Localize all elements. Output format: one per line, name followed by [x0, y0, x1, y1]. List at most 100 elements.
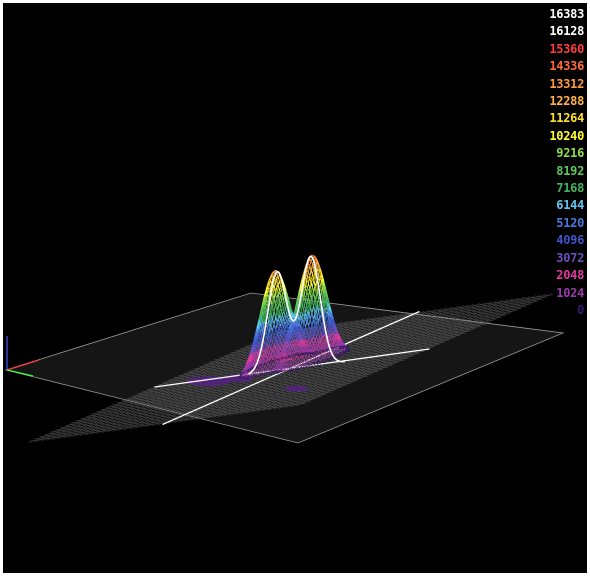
surface-mesh-line	[324, 346, 327, 349]
surface-mesh-line	[263, 302, 266, 314]
surface-mesh-line	[300, 361, 304, 364]
surface-mesh-line	[274, 355, 278, 359]
surface-mesh-line	[328, 303, 331, 312]
surface-mesh-line	[324, 355, 327, 360]
surface-mesh-line	[294, 344, 297, 349]
surface-mesh-line	[282, 304, 285, 312]
surface-mesh-line	[315, 292, 318, 300]
surface-mesh-line	[308, 278, 312, 283]
surface-mesh-line	[314, 343, 317, 347]
surface-mesh-line	[300, 363, 304, 367]
surface-mesh-line	[271, 363, 274, 368]
surface-mesh-line	[282, 354, 286, 358]
surface-mesh-line	[262, 342, 265, 350]
surface-mesh-line	[271, 271, 274, 277]
surface-mesh-line	[321, 292, 324, 302]
surface-mesh-line	[318, 277, 321, 285]
surface-mesh-line	[251, 366, 254, 370]
surface-mesh-line	[303, 333, 306, 336]
surface-mesh-line	[275, 342, 278, 348]
surface-mesh-line	[304, 365, 307, 368]
surface-mesh-line	[324, 288, 328, 297]
surface-mesh-line	[332, 321, 336, 328]
surface-mesh-line	[281, 350, 284, 354]
surface-mesh-line	[274, 361, 277, 366]
surface-mesh-line	[280, 280, 283, 287]
surface-mesh-line	[321, 283, 324, 293]
surface-mesh-line	[267, 337, 270, 345]
surface-mesh-line	[309, 340, 312, 344]
surface-mesh-line	[314, 273, 317, 283]
surface-mesh-line	[264, 345, 267, 353]
surface-mesh-line	[296, 332, 299, 338]
surface-mesh-line	[256, 329, 259, 339]
surface-mesh-line	[267, 370, 271, 374]
surface-mesh-line	[314, 333, 317, 338]
surface-mesh-line	[268, 312, 271, 321]
surface-mesh-line	[335, 346, 338, 349]
surface-mesh-line	[289, 364, 292, 369]
surface-mesh-line	[282, 361, 285, 366]
surface-mesh-line	[288, 315, 291, 323]
surface-mesh-line	[272, 370, 276, 374]
surface-mesh-line	[307, 267, 310, 277]
surface-mesh-line	[262, 312, 266, 323]
surface-mesh-line	[315, 298, 318, 306]
surface-mesh-line	[307, 260, 310, 267]
surface-mesh-line	[252, 365, 256, 369]
surface-mesh-line	[273, 286, 276, 293]
surface-mesh-line	[278, 359, 280, 361]
surface-mesh-line	[327, 349, 330, 351]
surface-mesh-line	[321, 277, 325, 286]
surface-mesh-line	[286, 345, 289, 349]
surface-mesh-line	[322, 334, 325, 339]
surface-mesh-line	[314, 347, 317, 350]
surface-mesh-line	[296, 339, 299, 345]
surface-mesh-line	[299, 288, 302, 298]
surface-mesh-line	[281, 365, 284, 370]
surface-mesh-line	[305, 287, 308, 298]
surface-mesh-line	[297, 363, 300, 366]
surface-mesh-line	[259, 338, 262, 347]
surface-mesh-line	[271, 370, 274, 374]
surface-mesh-line	[302, 365, 305, 369]
surface-mesh-line	[317, 323, 321, 329]
surface-mesh-line	[335, 353, 338, 357]
surface-mesh-line	[301, 332, 305, 336]
surface-mesh-line	[262, 352, 265, 359]
surface-mesh-line	[316, 354, 320, 359]
surface-mesh-line	[283, 308, 286, 312]
surface-mesh-line	[278, 320, 281, 327]
surface-mesh-line	[299, 366, 302, 370]
surface-mesh-line	[270, 339, 273, 343]
surface-mesh-line	[267, 353, 270, 359]
plot-canvas[interactable]	[3, 3, 587, 573]
surface-mesh-line	[253, 352, 256, 359]
surface-mesh-line	[284, 350, 287, 354]
surface-mesh-line	[297, 347, 300, 351]
surface-mesh-line	[304, 279, 308, 288]
surface-mesh-line	[271, 344, 275, 351]
surface-mesh-line	[286, 333, 289, 339]
surface-mesh-line	[259, 332, 262, 343]
surface-mesh-line	[324, 293, 328, 302]
surface-plot[interactable]	[3, 3, 587, 573]
surface-mesh-line	[285, 324, 288, 329]
surface-mesh-line	[257, 364, 260, 368]
surface-mesh-line	[272, 346, 275, 352]
surface-mesh-line	[272, 311, 275, 321]
surface-mesh-line	[335, 349, 338, 354]
surface-mesh-line	[340, 347, 343, 350]
surface-mesh-line	[332, 329, 335, 335]
surface-mesh-line	[337, 355, 340, 359]
surface-mesh-line	[311, 340, 314, 344]
surface-mesh-line	[287, 318, 291, 323]
surface-mesh-line	[280, 335, 283, 339]
surface-mesh-line	[262, 350, 265, 357]
surface-mesh-line	[248, 361, 251, 367]
surface-mesh-line	[282, 356, 285, 359]
surface-mesh-line	[272, 335, 275, 343]
surface-mesh-line	[261, 369, 264, 374]
surface-mesh-line	[318, 355, 321, 359]
surface-mesh-line	[245, 369, 248, 372]
